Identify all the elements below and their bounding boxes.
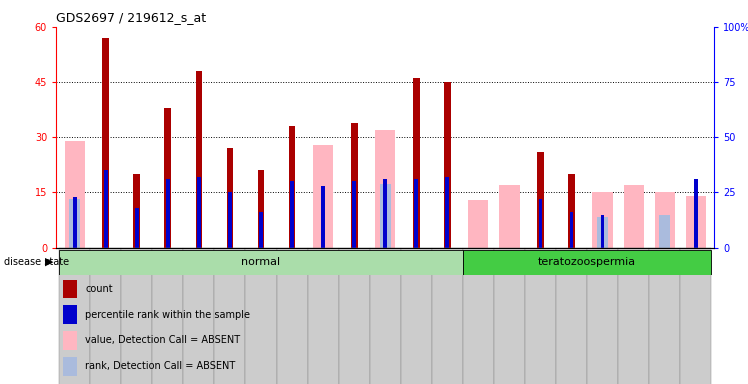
Bar	[694, 179, 698, 248]
Text: value, Detection Call = ABSENT: value, Detection Call = ABSENT	[85, 336, 240, 346]
Bar	[259, 212, 263, 248]
Bar	[380, 184, 390, 248]
Text: percentile rank within the sample: percentile rank within the sample	[85, 310, 250, 319]
Bar	[686, 196, 706, 248]
Bar	[351, 122, 358, 248]
Bar	[70, 199, 80, 248]
Bar	[102, 38, 109, 248]
Bar	[215, 248, 245, 384]
Bar	[289, 126, 295, 248]
Bar	[135, 208, 138, 248]
Bar	[624, 185, 644, 248]
Bar	[592, 192, 613, 248]
Bar	[195, 71, 203, 248]
Bar	[618, 248, 649, 384]
Bar	[413, 78, 420, 248]
Bar	[414, 179, 418, 248]
Bar	[680, 248, 711, 384]
Bar	[166, 179, 170, 248]
Bar	[257, 170, 265, 248]
Bar	[307, 248, 339, 384]
Bar	[339, 248, 370, 384]
Bar	[121, 248, 153, 384]
Bar	[313, 145, 333, 248]
Text: disease state: disease state	[4, 257, 69, 267]
Bar	[463, 250, 711, 275]
Text: count: count	[85, 284, 113, 294]
Bar	[63, 305, 77, 324]
Bar	[570, 212, 574, 248]
Bar	[104, 170, 108, 248]
Bar	[91, 248, 121, 384]
Bar	[352, 182, 356, 248]
Bar	[197, 177, 200, 248]
Bar	[432, 248, 463, 384]
Bar	[64, 141, 85, 248]
Bar	[73, 197, 76, 248]
Bar	[500, 185, 520, 248]
Bar	[401, 248, 432, 384]
Text: GDS2697 / 219612_s_at: GDS2697 / 219612_s_at	[56, 11, 206, 24]
Bar	[649, 248, 680, 384]
Bar	[556, 248, 587, 384]
Bar	[525, 248, 556, 384]
Bar	[463, 248, 494, 384]
Bar	[375, 130, 395, 248]
Bar	[165, 108, 171, 248]
Text: teratozoospermia: teratozoospermia	[538, 257, 636, 267]
Text: normal: normal	[242, 257, 280, 267]
Bar	[290, 182, 294, 248]
Bar	[277, 248, 307, 384]
Bar	[183, 248, 215, 384]
Bar	[468, 200, 488, 248]
Bar	[133, 174, 140, 248]
Bar	[494, 248, 525, 384]
Bar	[539, 199, 542, 248]
Bar	[59, 250, 463, 275]
Text: ▶: ▶	[46, 257, 54, 267]
Bar	[568, 174, 575, 248]
Bar	[446, 177, 450, 248]
Bar	[63, 331, 77, 350]
Bar	[245, 248, 277, 384]
Bar	[587, 248, 618, 384]
Text: rank, Detection Call = ABSENT: rank, Detection Call = ABSENT	[85, 361, 236, 371]
Bar	[537, 152, 544, 248]
Bar	[654, 192, 675, 248]
Bar	[228, 192, 232, 248]
Bar	[63, 279, 77, 298]
Bar	[63, 357, 77, 376]
Bar	[597, 217, 608, 248]
Bar	[59, 248, 91, 384]
Bar	[384, 179, 387, 248]
Bar	[370, 248, 401, 384]
Bar	[321, 186, 325, 248]
Bar	[227, 148, 233, 248]
Bar	[659, 215, 670, 248]
Bar	[153, 248, 183, 384]
Bar	[601, 215, 604, 248]
Bar	[444, 82, 451, 248]
